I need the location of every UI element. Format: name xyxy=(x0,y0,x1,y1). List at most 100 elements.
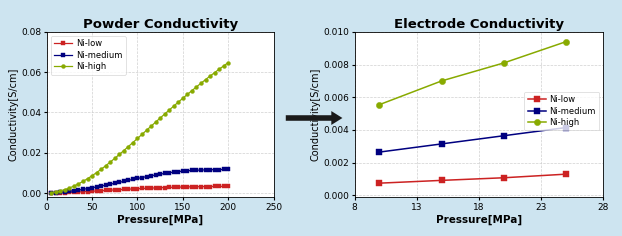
Ni-low xyxy=(47,192,55,194)
Ni-medium xyxy=(207,168,214,171)
Ni-medium xyxy=(57,191,64,194)
Ni-high xyxy=(143,129,151,132)
Ni-medium xyxy=(75,189,82,191)
Ni-medium xyxy=(202,169,209,171)
X-axis label: Pressure[MPa]: Pressure[MPa] xyxy=(117,214,203,225)
Ni-high xyxy=(79,180,86,183)
Ni-high xyxy=(111,157,119,160)
Line: Ni-high: Ni-high xyxy=(49,61,230,194)
Ni-low xyxy=(225,185,232,188)
Ni-high xyxy=(438,80,445,82)
Ni-low xyxy=(124,188,132,191)
Ni-low xyxy=(215,185,223,188)
Ni-medium xyxy=(197,169,205,171)
Ni-medium xyxy=(161,172,169,175)
Ni-medium xyxy=(93,185,100,188)
Ni-low xyxy=(84,190,91,193)
Y-axis label: Conductivity[S/cm]: Conductivity[S/cm] xyxy=(8,68,18,161)
Ni-low xyxy=(179,185,187,188)
Ni-high xyxy=(147,125,155,128)
Ni-high xyxy=(61,188,68,191)
Ni-medium xyxy=(111,182,119,185)
Ni-low xyxy=(152,186,159,189)
Ni-low xyxy=(161,186,169,189)
Ni-high xyxy=(188,89,196,92)
Ni-medium xyxy=(52,191,60,194)
Ni-low xyxy=(116,188,123,191)
Ni-high xyxy=(93,171,100,174)
Ni-high xyxy=(75,182,82,185)
Ni-high xyxy=(57,190,64,192)
Ni-medium xyxy=(562,126,570,129)
Ni-medium xyxy=(193,169,200,172)
Ni-low xyxy=(98,189,105,192)
Line: Ni-low: Ni-low xyxy=(376,171,569,186)
Ni-low xyxy=(438,179,445,182)
Ni-high xyxy=(211,71,218,74)
Ni-high xyxy=(170,105,177,107)
Ni-high xyxy=(70,185,78,187)
Ni-high xyxy=(179,97,187,100)
Ni-medium xyxy=(170,171,177,173)
Ni-medium xyxy=(183,169,191,172)
Legend: Ni-low, Ni-medium, Ni-high: Ni-low, Ni-medium, Ni-high xyxy=(524,92,599,131)
Line: Ni-medium: Ni-medium xyxy=(376,124,569,155)
Ni-medium xyxy=(165,171,173,174)
Ni-low xyxy=(88,190,96,193)
Ni-high xyxy=(116,153,123,156)
Legend: Ni-low, Ni-medium, Ni-high: Ni-low, Ni-medium, Ni-high xyxy=(51,36,126,75)
Ni-medium xyxy=(124,179,132,182)
Ni-high xyxy=(84,177,91,180)
Ni-medium xyxy=(134,177,141,180)
Ni-medium xyxy=(143,175,151,178)
Ni-low xyxy=(165,186,173,189)
Ni-medium xyxy=(98,185,105,187)
Ni-high xyxy=(157,117,164,119)
Ni-high xyxy=(124,145,132,148)
Ni-high xyxy=(215,68,223,71)
Ni-high xyxy=(98,168,105,171)
Ni-medium xyxy=(220,168,228,171)
Ni-low xyxy=(157,186,164,189)
Ni-medium xyxy=(65,190,73,193)
Ni-high xyxy=(183,93,191,96)
Ni-low xyxy=(129,188,137,190)
Ni-low xyxy=(79,190,86,193)
Ni-high xyxy=(161,113,169,115)
Ni-low xyxy=(188,185,196,188)
Line: Ni-low: Ni-low xyxy=(49,184,230,195)
Ni-medium xyxy=(500,134,508,137)
Ni-medium xyxy=(88,186,96,189)
Title: Powder Conductivity: Powder Conductivity xyxy=(83,18,238,31)
Ni-medium xyxy=(47,191,55,194)
Line: Ni-medium: Ni-medium xyxy=(49,168,230,195)
Ni-low xyxy=(138,187,146,190)
Ni-medium xyxy=(138,176,146,179)
Ni-high xyxy=(52,190,60,193)
Ni-medium xyxy=(175,170,182,173)
Ni-high xyxy=(165,109,173,111)
Ni-low xyxy=(106,189,114,192)
Ni-high xyxy=(197,82,205,85)
Ni-high xyxy=(102,164,109,167)
Ni-medium xyxy=(102,184,109,186)
Ni-low xyxy=(61,191,68,194)
Ni-high xyxy=(175,101,182,104)
Ni-medium xyxy=(120,180,128,183)
Ni-medium xyxy=(79,188,86,191)
X-axis label: Pressure[MPa]: Pressure[MPa] xyxy=(436,214,522,225)
Ni-medium xyxy=(129,178,137,181)
Ni-high xyxy=(225,61,232,64)
Ni-low xyxy=(65,191,73,194)
Ni-medium xyxy=(147,174,155,177)
Ni-high xyxy=(120,149,128,152)
Ni-high xyxy=(193,85,200,88)
Title: Electrode Conductivity: Electrode Conductivity xyxy=(394,18,564,31)
Ni-low xyxy=(134,187,141,190)
Ni-medium xyxy=(70,189,78,192)
Ni-high xyxy=(152,121,159,123)
Ni-high xyxy=(134,137,141,140)
Ni-medium xyxy=(116,181,123,184)
Ni-low xyxy=(562,173,570,176)
Ni-medium xyxy=(84,187,91,190)
